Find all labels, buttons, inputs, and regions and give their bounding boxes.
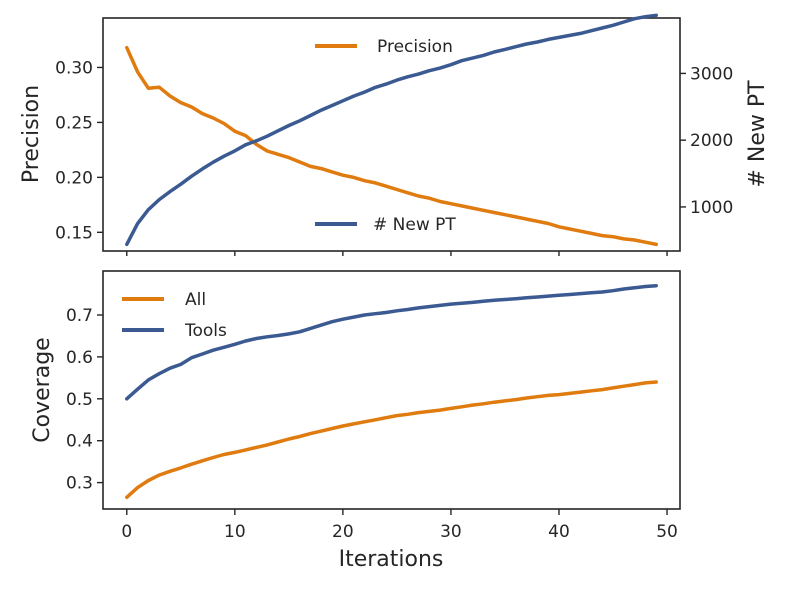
legend-coverage: All Tools	[122, 290, 227, 341]
coverage-tools-series-line	[125, 283, 658, 401]
legend-all-label: All	[185, 290, 206, 310]
iterations-xtick-label: 10	[224, 522, 246, 542]
iterations-xtick-label: 0	[121, 522, 132, 542]
precision-panel: Precision # New PT 0.15 0.20 0.25 0.30 1000…	[19, 13, 770, 256]
precision-ytick-label: 0.25	[55, 113, 93, 133]
coverage-ytick-label: 0.5	[66, 390, 93, 410]
legend-tools-label: Tools	[184, 321, 227, 341]
new-pt-ytick-label: 1000	[690, 198, 733, 218]
iterations-xtick-label: 20	[332, 522, 354, 542]
new-pt-series-line	[125, 13, 658, 247]
iterations-xtick-label: 40	[548, 522, 570, 542]
precision-ytick-label: 0.20	[55, 168, 93, 188]
coverage-axes-frame	[102, 270, 681, 510]
iterations-xlabel: Iterations	[339, 547, 444, 572]
coverage-ytick-label: 0.3	[66, 474, 93, 494]
new-pt-ytick-label: 2000	[690, 131, 733, 151]
precision-ylabel: Precision	[19, 85, 44, 183]
iterations-xtick-label: 30	[440, 522, 462, 542]
coverage-ylabel: Coverage	[30, 337, 55, 442]
coverage-panel: Coverage Iterations 0.3 0.4 0.5 0.6 0.7 0 10 2…	[30, 270, 681, 572]
coverage-all-series-line	[125, 380, 658, 500]
coverage-ytick-label: 0.4	[66, 432, 93, 452]
coverage-ytick-label: 0.6	[66, 348, 93, 368]
legend-precision: Precision	[315, 37, 453, 57]
legend-new-pt-label: # New PT	[373, 215, 456, 235]
legend-precision-label: Precision	[377, 37, 453, 57]
new-pt-ylabel: # New PT	[745, 80, 770, 188]
precision-series-line	[125, 45, 658, 247]
iterations-xtick-label: 50	[656, 522, 678, 542]
precision-axes-frame	[102, 17, 681, 252]
coverage-ytick-label: 0.7	[66, 306, 93, 326]
new-pt-ytick-label: 3000	[690, 64, 733, 84]
legend-new-pt: # New PT	[315, 215, 456, 235]
precision-ytick-label: 0.15	[55, 223, 93, 243]
precision-ytick-label: 0.30	[55, 58, 93, 78]
